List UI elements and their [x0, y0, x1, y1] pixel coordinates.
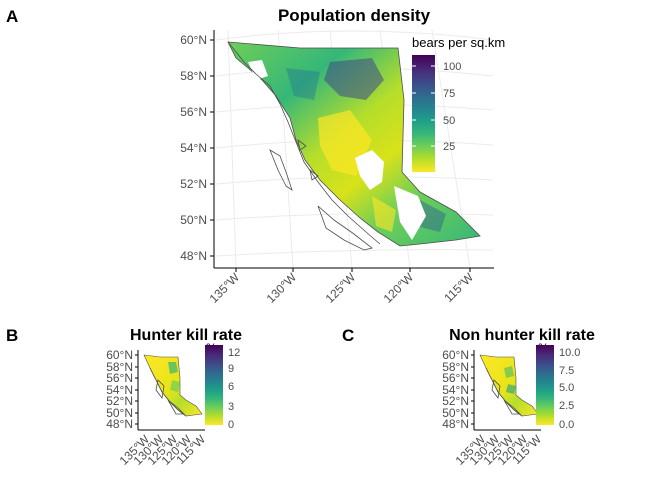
panel-b-lon-ticks: 135°W 130°W 125°W 120°W 115°W: [117, 432, 209, 468]
panel-a-legend-tick: 75: [443, 88, 455, 100]
panel-a: A Population density: [6, 6, 505, 306]
panel-a-legend-tick: 25: [443, 141, 455, 153]
panel-a-legend-tick: 100: [443, 61, 461, 73]
panel-c-lat-tick: 52°N: [442, 394, 469, 408]
panel-c-legend-tick: 10.0: [559, 347, 580, 359]
panel-a-lat-tick: 60°N: [180, 33, 207, 47]
panel-a-lat-tick: 52°N: [180, 177, 207, 191]
panel-b-lat-tick: 50°N: [106, 406, 133, 420]
panel-b-lat-tick: 54°N: [106, 383, 133, 397]
panel-b-lat-tick: 52°N: [106, 394, 133, 408]
panel-a-lat-tick: 54°N: [180, 141, 207, 155]
panel-b-legend: % 12 9 6 3 0: [205, 341, 240, 431]
panel-a-legend: bears per sq.km 100 75 50 25: [412, 35, 505, 172]
panel-b-legend-tick: 3: [228, 401, 234, 413]
panel-b-title: Hunter kill rate: [130, 327, 242, 344]
panel-b-legend-tick: 9: [228, 363, 234, 375]
panel-c-lat-tick: 50°N: [442, 406, 469, 420]
panel-c-lon-ticks: 135°W 130°W 125°W 120°W 115°W: [453, 432, 545, 468]
panel-a-lon-tick: 120°W: [381, 270, 417, 306]
panel-b-colorbar: [205, 345, 223, 425]
panel-b-lat-tick: 60°N: [106, 348, 133, 362]
panel-a-legend-tick: 50: [443, 115, 455, 127]
panel-c-legend-tick: 0.0: [559, 419, 574, 431]
panel-a-lat-ticks: 60°N 58°N 56°N 54°N 52°N 50°N 48°N: [180, 33, 214, 263]
panel-a-lon-tick: 115°W: [441, 270, 476, 305]
panel-a-colorbar: [412, 55, 435, 172]
panel-a-lon-tick: 130°W: [264, 270, 300, 306]
panel-c-lat-tick: 54°N: [442, 383, 469, 397]
panel-c-lat-tick: 60°N: [442, 348, 469, 362]
panel-c-legend: % 10.0 7.5 5.0 2.5 0.0: [536, 341, 580, 431]
panel-c-legend-tick: 7.5: [559, 365, 574, 377]
panel-b-lat-ticks: 60°N 58°N 56°N 54°N 52°N 50°N 48°N: [106, 348, 138, 431]
panel-c-legend-tick: 5.0: [559, 382, 574, 394]
panel-a-lon-tick: 125°W: [323, 270, 359, 306]
panel-a-lon-tick: 135°W: [207, 270, 243, 306]
panel-b-lat-tick: 48°N: [106, 417, 133, 431]
panel-a-legend-title: bears per sq.km: [412, 35, 505, 50]
panel-b-legend-tick: 12: [228, 347, 240, 359]
panel-a-lon-ticks: 135°W 130°W 125°W 120°W 115°W: [207, 268, 477, 306]
panel-c-lat-tick: 48°N: [442, 417, 469, 431]
panel-c-lat-ticks: 60°N 58°N 56°N 54°N 52°N 50°N 48°N: [442, 348, 474, 431]
panel-b-lat-tick: 56°N: [106, 371, 133, 385]
panel-a-title: Population density: [278, 6, 431, 25]
panel-a-lat-tick: 50°N: [180, 213, 207, 227]
panel-c-colorbar: [536, 345, 554, 425]
panel-b-letter: B: [6, 326, 18, 345]
panel-b: B Hunter kill rate 60°N 58°N 56°N 54°N 5…: [6, 326, 242, 468]
panel-a-lat-tick: 56°N: [180, 105, 207, 119]
panel-a-lat-tick: 58°N: [180, 69, 207, 83]
panel-b-legend-tick: 6: [228, 381, 234, 393]
panel-a-lat-tick: 48°N: [180, 249, 207, 263]
panel-c-legend-tick: 2.5: [559, 400, 574, 412]
panel-b-map: [143, 354, 203, 417]
panel-c-map: [479, 354, 539, 417]
panel-b-legend-tick: 0: [228, 419, 234, 431]
panel-c-letter: C: [342, 326, 354, 345]
panel-a-letter: A: [6, 7, 18, 26]
panel-a-map: [227, 41, 481, 251]
panel-c: C Non hunter kill rate 60°N 58°N 56°N 54…: [342, 326, 595, 468]
panel-c-title: Non hunter kill rate: [449, 327, 595, 344]
panel-c-lat-tick: 56°N: [442, 371, 469, 385]
panel-b-lat-tick: 58°N: [106, 360, 133, 374]
panel-c-lat-tick: 58°N: [442, 360, 469, 374]
